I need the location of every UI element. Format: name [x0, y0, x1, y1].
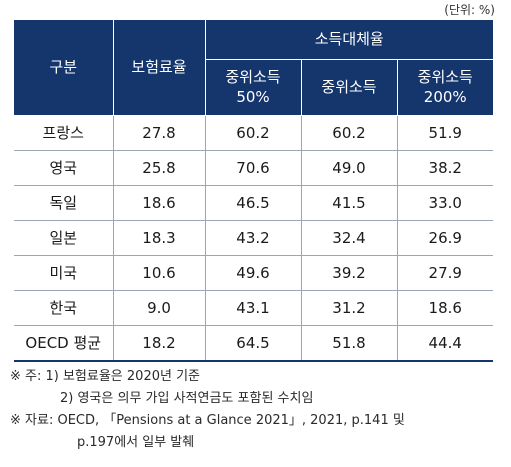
header-median: 중위소득	[301, 59, 398, 116]
row-country: 프랑스	[14, 115, 114, 151]
row-value: 41.5	[301, 185, 398, 221]
unit-label: (단위: %)	[444, 3, 495, 17]
footnotes: ※ 주: 1) 보험료율은 2020년 기준 2) 영국은 의무 가입 사적연금…	[10, 366, 405, 454]
row-value: 9.0	[113, 290, 206, 326]
row-country: 독일	[14, 185, 114, 221]
header-category: 구분	[14, 20, 114, 116]
row-value: 26.9	[397, 220, 493, 256]
row-country: 미국	[14, 255, 114, 291]
row-value: 70.6	[205, 150, 302, 186]
pension-table: 구분 보험료율 소득대체율 중위소득 50% 중위소득 중위소득 200% 프랑…	[14, 20, 493, 362]
row-country: 영국	[14, 150, 114, 186]
row-value: 38.2	[397, 150, 493, 186]
source-line-2: p.197에서 일부 발췌	[77, 435, 195, 450]
row-value: 27.9	[397, 255, 493, 291]
row-value: 60.2	[301, 115, 398, 151]
row-value: 10.6	[113, 255, 206, 291]
header-replacement-rate: 소득대체율	[205, 20, 493, 60]
table-row: 영국 25.8 70.6 49.0 38.2	[14, 150, 493, 186]
row-value: 49.0	[301, 150, 398, 186]
row-value: 64.5	[205, 325, 302, 362]
row-value: 51.9	[397, 115, 493, 151]
row-value: 33.0	[397, 185, 493, 221]
row-value: 49.6	[205, 255, 302, 291]
row-value: 46.5	[205, 185, 302, 221]
row-country: 한국	[14, 290, 114, 326]
row-value: 27.8	[113, 115, 206, 151]
row-value: 60.2	[205, 115, 302, 151]
note-2: 2) 영국은 의무 가입 사적연금도 포함된 수치임	[60, 391, 314, 406]
row-value: 32.4	[301, 220, 398, 256]
table-row: 한국 9.0 43.1 31.2 18.6	[14, 290, 493, 326]
row-value: 39.2	[301, 255, 398, 291]
row-value: 18.3	[113, 220, 206, 256]
header-median-50: 중위소득 50%	[205, 59, 302, 116]
row-value: 44.4	[397, 325, 493, 362]
row-value: 51.8	[301, 325, 398, 362]
table-row: 일본 18.3 43.2 32.4 26.9	[14, 220, 493, 256]
row-country: 일본	[14, 220, 114, 256]
row-value: 31.2	[301, 290, 398, 326]
header-median-200: 중위소득 200%	[397, 59, 493, 116]
table-row: OECD 평균 18.2 64.5 51.8 44.4	[14, 325, 493, 362]
table-row: 독일 18.6 46.5 41.5 33.0	[14, 185, 493, 221]
row-value: 25.8	[113, 150, 206, 186]
header-premium-rate: 보험료율	[113, 20, 206, 116]
note-1: ※ 주: 1) 보험료율은 2020년 기준	[10, 369, 201, 384]
row-country: OECD 평균	[14, 325, 114, 362]
table-row: 프랑스 27.8 60.2 60.2 51.9	[14, 115, 493, 151]
row-value: 18.6	[113, 185, 206, 221]
source-line-1: ※ 자료: OECD, 「Pensions at a Glance 2021」,…	[10, 413, 405, 428]
row-value: 43.2	[205, 220, 302, 256]
row-value: 18.2	[113, 325, 206, 362]
row-value: 18.6	[397, 290, 493, 326]
table-row: 미국 10.6 49.6 39.2 27.9	[14, 255, 493, 291]
row-value: 43.1	[205, 290, 302, 326]
